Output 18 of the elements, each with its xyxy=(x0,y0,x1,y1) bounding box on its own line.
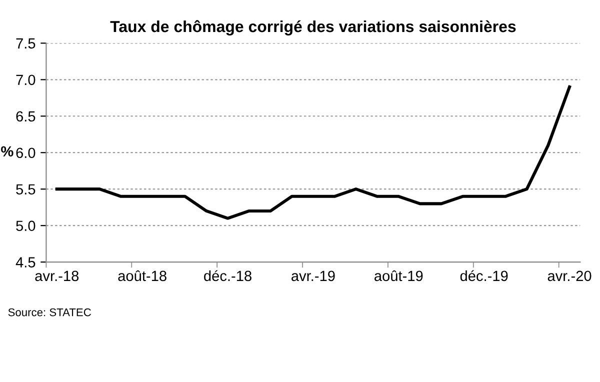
y-tick-label: 5.0 xyxy=(16,220,36,231)
x-tick-label: avr.-18 xyxy=(35,270,79,282)
x-tick-label: avr.-19 xyxy=(292,270,335,282)
x-tick-label: déc.-19 xyxy=(460,270,508,282)
x-tick-label: déc.-18 xyxy=(204,270,252,282)
y-tick-label: 7.0 xyxy=(16,74,36,86)
y-axis-title: % xyxy=(1,146,14,156)
y-tick-label: 6.5 xyxy=(16,111,36,122)
source-note: Source: STATEC xyxy=(8,308,91,316)
chart-title: Taux de chômage corrigé des variations saisonnières xyxy=(110,20,516,36)
line-series xyxy=(55,85,572,220)
x-tick-label: août-18 xyxy=(118,270,166,282)
y-tick-label: 7.5 xyxy=(16,38,36,49)
y-tick-label: 4.5 xyxy=(16,257,36,268)
y-tick-label: 6.0 xyxy=(16,148,36,158)
y-tick-label: 5.5 xyxy=(16,184,36,195)
x-tick-label: avr.-20 xyxy=(548,270,592,282)
x-tick-label: août-19 xyxy=(374,270,423,282)
